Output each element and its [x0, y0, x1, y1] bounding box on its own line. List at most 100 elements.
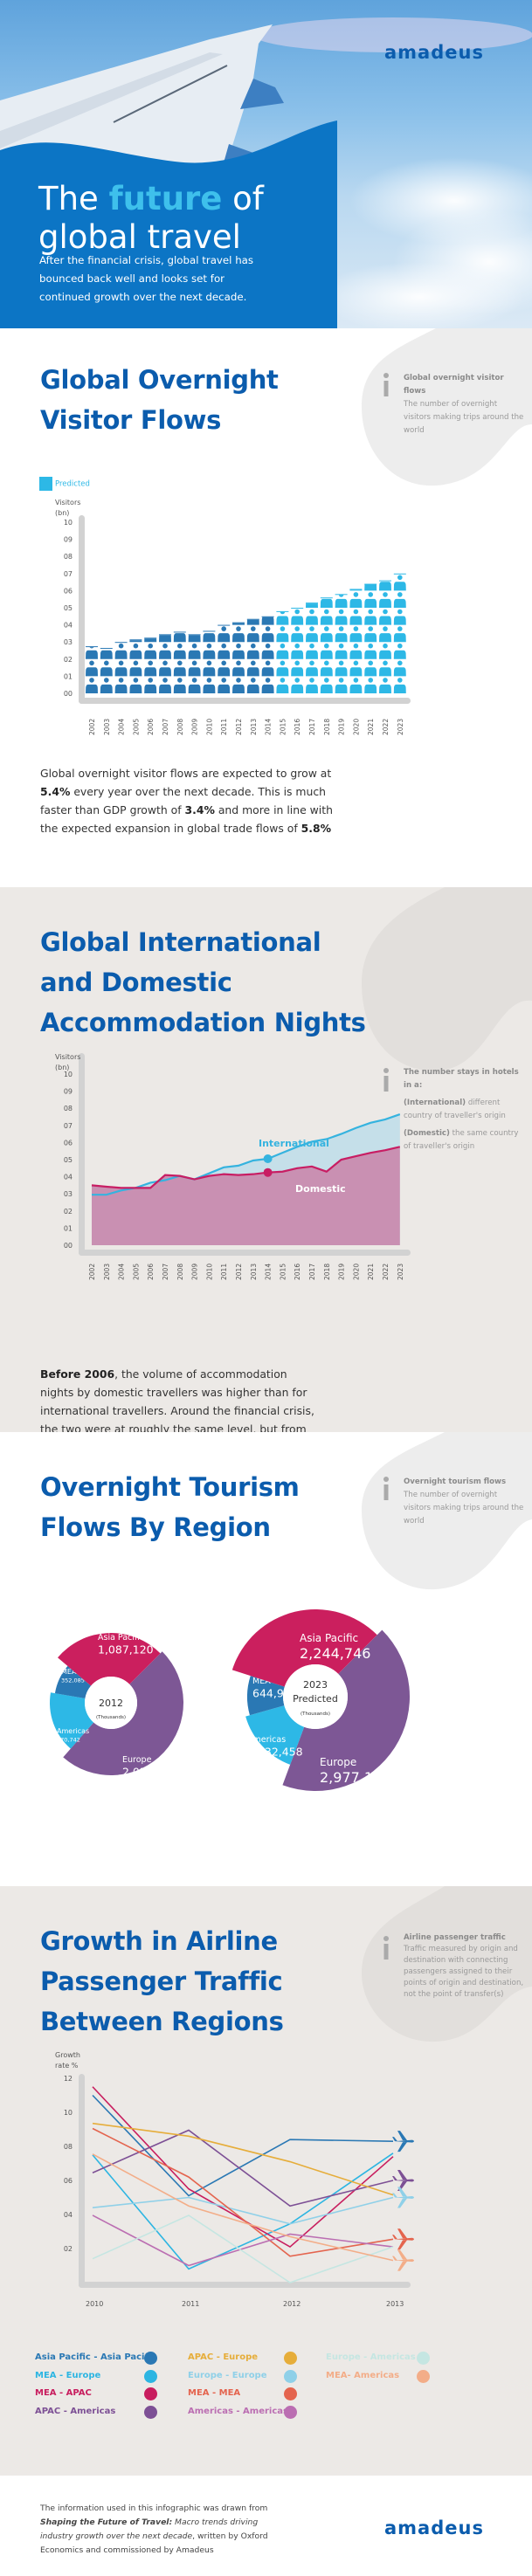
person-icon [349, 684, 363, 693]
x-tick-label: 2011 [220, 719, 228, 735]
bar-2011 [218, 626, 231, 693]
x-axis [79, 698, 411, 704]
person-icon [159, 650, 171, 659]
person-icon [144, 667, 157, 677]
slice-value: 2,977,138 [320, 1769, 390, 1786]
x-tick-label: 2021 [367, 719, 375, 735]
person-icon [144, 684, 157, 693]
bar-2005 [129, 640, 142, 693]
x-tick-label: 2016 [294, 1264, 301, 1280]
x-tick-label: 2022 [382, 1264, 390, 1280]
person-icon-head [338, 660, 344, 666]
person-icon-head [118, 660, 124, 666]
bar-2014 [261, 616, 274, 693]
person-icon [306, 603, 318, 608]
bar-2020 [349, 589, 363, 693]
y-tick-label: 02 [64, 656, 73, 664]
person-icon [218, 650, 231, 659]
person-icon-head [383, 592, 388, 597]
y-tick-label: 06 [64, 1139, 73, 1147]
person-icon [320, 633, 333, 643]
person-icon [291, 684, 304, 693]
slice-label: Europe [122, 1755, 152, 1765]
visitor-flows-chart: Visitors (bn) 00 01 02 03 04 05 06 07 08 09 10 2002 20… [55, 499, 411, 735]
person-icon [173, 667, 186, 677]
x-tick-label: 2009 [191, 719, 199, 735]
person-icon-head [104, 678, 109, 683]
slice-label: MEA [61, 1668, 77, 1676]
person-icon-head [397, 575, 403, 581]
bar-2009 [188, 635, 201, 693]
line-series [92, 2214, 394, 2283]
donut-slice-europe [63, 1651, 183, 1775]
person-icon-head [324, 678, 329, 683]
person-icon [379, 650, 391, 659]
series-label-domestic: Domestic [295, 1183, 346, 1195]
person-icon [364, 684, 377, 693]
person-icon-head [353, 643, 359, 649]
person-icon [379, 598, 391, 608]
x-tick-label: 2020 [352, 1264, 360, 1280]
person-icon [100, 667, 113, 677]
line-series [92, 2122, 394, 2196]
x-tick-label: 2011 [220, 1264, 228, 1280]
person-icon-head [324, 660, 329, 666]
x-tick-label: 2008 [176, 1264, 184, 1280]
y-axis [79, 2074, 85, 2288]
legend-label: MEA - Europe [35, 2370, 101, 2380]
person-icon [203, 633, 216, 643]
person-icon [114, 667, 128, 677]
person-icon [232, 650, 245, 659]
person-icon-head [236, 643, 241, 649]
person-icon-head [338, 626, 344, 631]
info-blob [362, 328, 532, 486]
y-tick-label: 04 [64, 622, 73, 630]
bar-2010 [203, 633, 216, 693]
x-tick-label: 2015 [279, 1264, 287, 1280]
hero-title-line2: global travel [38, 218, 241, 256]
section-title: Global International and Domestic Accommod… [40, 927, 366, 1037]
person-icon [379, 582, 391, 591]
y-tick-label: 08 [64, 553, 73, 561]
person-icon [173, 684, 186, 693]
x-tick-label: 2012 [235, 719, 243, 735]
slice-value: 1,087,120 [98, 1643, 154, 1656]
y-axis [79, 515, 85, 704]
y-tick-label: 03 [64, 638, 73, 646]
info-icon [383, 1936, 389, 1960]
person-icon [188, 635, 201, 643]
person-icon [349, 667, 363, 677]
person-icon-head [236, 626, 241, 631]
person-icon [188, 684, 201, 693]
person-icon-head [148, 643, 153, 649]
person-icon-head [177, 678, 183, 683]
person-icon [203, 684, 216, 693]
person-icon [188, 667, 201, 677]
person-icon-head [309, 643, 314, 649]
bar-2015 [276, 611, 289, 693]
line-series [92, 2086, 394, 2249]
hero-blue-panel [0, 121, 337, 328]
y-axis-label: rate % [55, 2062, 79, 2070]
y-axis-label: Visitors [55, 499, 80, 506]
slice-value: 2,024,016 [122, 1766, 178, 1779]
info-box: Airline passenger traffic Traffic measure… [404, 1933, 524, 1999]
person-icon-head [221, 626, 226, 631]
person-icon-head [206, 643, 212, 649]
legend-label: Asia Pacific - Asia Pacific [35, 2352, 156, 2362]
x-tick-label: 2002 [88, 1264, 96, 1280]
x-tick-label: 2010 [205, 719, 213, 735]
person-icon [173, 633, 186, 643]
person-icon [261, 633, 274, 643]
person-icon-head [162, 660, 168, 666]
legend-label: Europe - Americas [326, 2352, 416, 2362]
x-tick-label: 2007 [162, 1264, 169, 1280]
person-icon-head [294, 660, 301, 666]
legend-dot [144, 2369, 157, 2383]
person-icon-head [251, 610, 256, 615]
person-icon [349, 616, 363, 625]
section-title: Global Overnight Visitor Flows [40, 365, 279, 435]
slice-label: Europe [320, 1756, 356, 1768]
donut-center-label: Predicted [293, 1693, 338, 1705]
legend-label: Predicted [55, 479, 90, 489]
